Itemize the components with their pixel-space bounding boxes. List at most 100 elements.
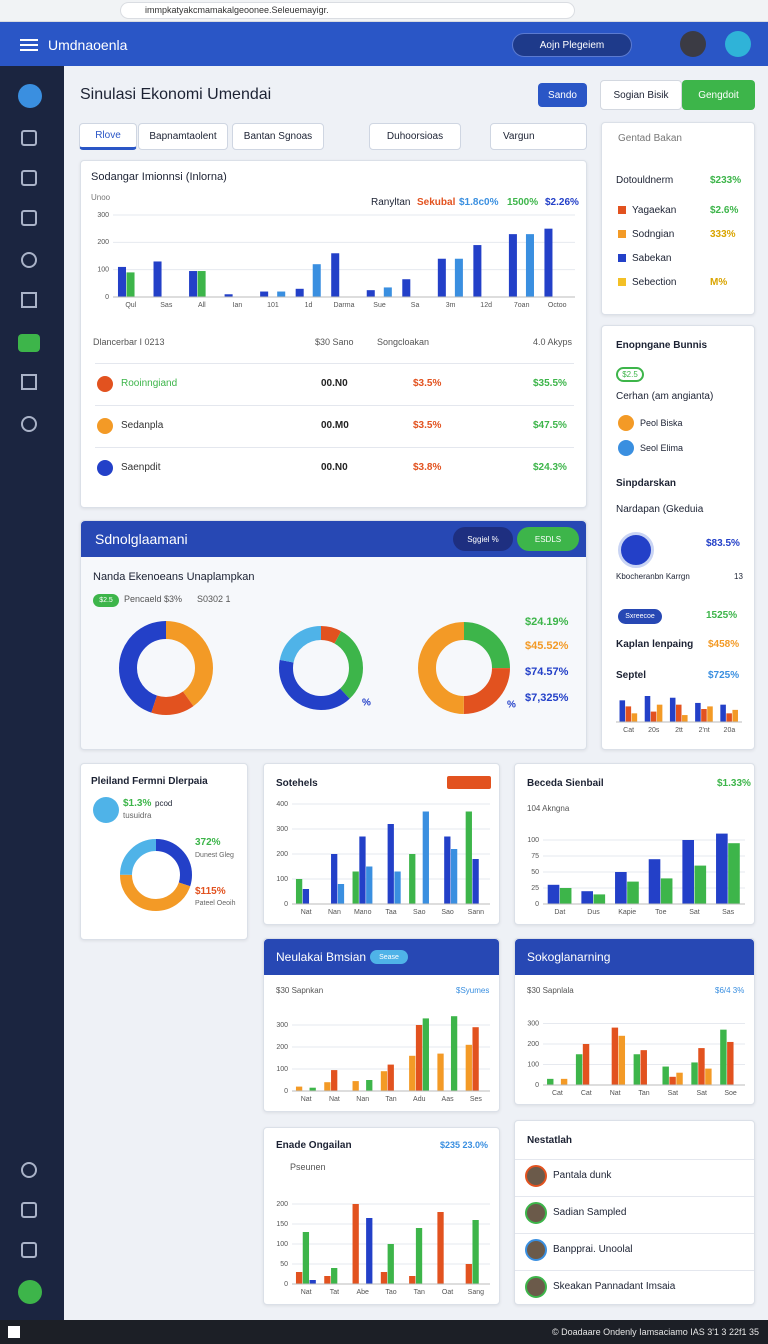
bar: [331, 1070, 338, 1091]
bar: [547, 1078, 554, 1085]
button[interactable]: Sogian Bisik: [600, 80, 682, 110]
nav-icon[interactable]: [21, 1242, 37, 1258]
bar: [352, 1081, 359, 1091]
chat-button[interactable]: [18, 1280, 42, 1304]
card-title: Sokoglanarning: [527, 950, 611, 964]
bar: [705, 1068, 712, 1085]
nav-icon[interactable]: [21, 374, 37, 390]
x-tick-label: Adu: [413, 1096, 426, 1103]
nav-icon[interactable]: [21, 130, 37, 146]
table-cell: 00.M0: [321, 420, 349, 431]
item-label: Nardapan (Gkeduia: [616, 504, 704, 515]
summary-value: $233%: [710, 175, 742, 186]
legend-item: $2.26%: [545, 197, 579, 208]
y-tick-label: 100: [527, 1061, 539, 1068]
option-dot[interactable]: [618, 415, 634, 431]
person-avatar: [525, 1239, 547, 1261]
x-tick-label: Mano: [354, 909, 372, 916]
taskbar-text: © Doadaare Ondenly Iamsaciamo IAS 3'1 3 …: [552, 1327, 759, 1337]
search-box[interactable]: Duhoorsioas: [369, 123, 461, 150]
table-header: $30 Sano: [315, 337, 354, 347]
person-name: Skeakan Pannadant Imsaia: [553, 1281, 676, 1292]
legend-swatch: [618, 278, 626, 286]
dropdown[interactable]: Vargun: [490, 123, 587, 150]
x-tick-label: Cat: [581, 1090, 592, 1097]
stat: $115%: [195, 886, 226, 897]
legend-item: $1.8c0%: [459, 197, 499, 208]
pill[interactable]: Sggiel %: [453, 527, 513, 551]
option-dot[interactable]: [618, 440, 634, 456]
bar: [366, 290, 375, 297]
x-tick-label: Abe: [356, 1289, 369, 1296]
table-cell: 00.N0: [321, 462, 348, 473]
x-tick-label: Tan: [638, 1090, 649, 1097]
bar: [302, 1232, 310, 1284]
action-button[interactable]: Aojn Plegeiem: [512, 33, 632, 57]
bar-chart: 0 50 100 150 200 Nat Tat Abe Tao Tan Oat Sang: [276, 1201, 490, 1296]
bar-chart: 0 100 200 300 400 Nat Nan Mano Taa Sao Sao Sann: [276, 801, 490, 916]
pill[interactable]: ESDLS: [517, 527, 579, 551]
y-tick-label: 50: [280, 1261, 288, 1268]
summary-label: Sabekan: [632, 253, 672, 264]
bar: [450, 849, 458, 904]
bar: [720, 704, 726, 722]
legend-swatch: [618, 206, 626, 214]
bar: [716, 833, 728, 904]
address-bar[interactable]: [120, 2, 575, 19]
x-tick-label: Dat: [554, 909, 565, 916]
nav-icon[interactable]: [21, 1202, 37, 1218]
table-header: Dlancerbar I 0213: [93, 337, 165, 347]
bar: [126, 272, 135, 297]
bar: [660, 878, 673, 904]
url: immpkatyakcmamakalgeoonee.Seleuemayigr.: [145, 5, 329, 15]
tab-label: Bapnamtaolent: [149, 131, 217, 142]
nav-icon[interactable]: [21, 292, 37, 308]
tab[interactable]: Bantan Sgnoas: [232, 123, 324, 150]
bar: [676, 1072, 683, 1085]
nav-icon[interactable]: [21, 170, 37, 186]
nav-icon[interactable]: [21, 1162, 37, 1178]
tab[interactable]: Rlove: [79, 123, 137, 150]
badge-label: $2.5: [622, 370, 638, 379]
nav-icon[interactable]: [21, 210, 37, 226]
x-tick-label: Sann: [468, 909, 484, 916]
tab[interactable]: Bapnamtaolent: [138, 123, 228, 150]
avatar[interactable]: [680, 31, 706, 57]
list-divider: [515, 1196, 754, 1197]
donut-segment: [119, 621, 213, 715]
nav-active[interactable]: [18, 334, 40, 352]
x-tick-label: 2'nt: [699, 727, 710, 734]
bar: [547, 884, 560, 904]
bar: [437, 1212, 444, 1284]
bar: [224, 294, 233, 297]
panel-title: Enopngane Bunnis: [616, 340, 708, 351]
tab-label: Rlove: [95, 130, 121, 141]
stat-label: Pateel Oeoih: [195, 900, 236, 907]
bar: [366, 1218, 373, 1284]
bar: [726, 713, 732, 722]
x-tick-label: Octoo: [548, 302, 567, 309]
button[interactable]: Sando: [538, 83, 587, 107]
bar: [473, 245, 482, 297]
item-label: Kaplan lenpaing: [616, 639, 694, 650]
menu-icon[interactable]: [20, 39, 38, 41]
button[interactable]: Gengdoit: [682, 80, 755, 110]
start-button[interactable]: [8, 1326, 20, 1338]
legend-swatch: [618, 254, 626, 262]
nav-icon[interactable]: [21, 416, 37, 432]
y-tick-label: 200: [527, 1041, 539, 1048]
x-tick-label: Ian: [233, 302, 243, 309]
nav-icon[interactable]: [21, 252, 37, 268]
bar: [675, 704, 682, 722]
bar: [618, 1035, 626, 1085]
profile-button[interactable]: [725, 31, 751, 57]
donut-chart: [120, 839, 192, 911]
bar: [153, 261, 162, 297]
axis-label: Unoo: [91, 193, 111, 202]
badge: $2.5: [616, 367, 644, 382]
bar: [582, 1044, 590, 1085]
x-tick-label: 1d: [305, 302, 313, 309]
nav-home[interactable]: [18, 84, 42, 108]
y-tick-label: 50: [531, 869, 539, 876]
pill-label: ESDLS: [534, 534, 562, 544]
